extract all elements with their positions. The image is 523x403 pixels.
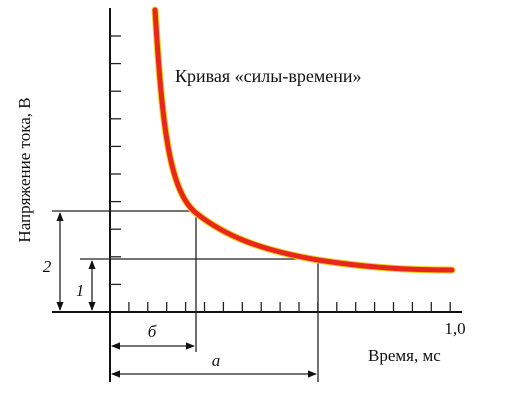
marker-label: б bbox=[148, 322, 157, 341]
strength-duration-curve bbox=[152, 7, 455, 273]
curve-label: Кривая «силы-времени» bbox=[175, 66, 362, 86]
x-axis-label: Время, мс bbox=[368, 346, 441, 365]
y-axis-label: Напряжение тока, В bbox=[15, 97, 34, 242]
curve-halo bbox=[151, 6, 456, 274]
marker-label: а bbox=[212, 351, 221, 370]
marker-label: 2 bbox=[43, 257, 52, 276]
marker-label: 1 bbox=[76, 281, 85, 300]
x-end-label: 1,0 bbox=[444, 319, 465, 338]
